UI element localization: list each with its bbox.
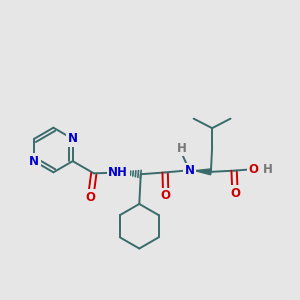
Text: N: N	[29, 154, 39, 168]
Text: NH: NH	[108, 166, 128, 179]
Text: H: H	[177, 142, 187, 154]
Polygon shape	[195, 169, 211, 175]
Text: O: O	[230, 187, 240, 200]
Text: O: O	[161, 189, 171, 203]
Text: N: N	[184, 164, 194, 177]
Text: O: O	[248, 163, 258, 176]
Text: O: O	[86, 190, 96, 204]
Text: H: H	[263, 163, 273, 176]
Text: N: N	[68, 132, 78, 146]
